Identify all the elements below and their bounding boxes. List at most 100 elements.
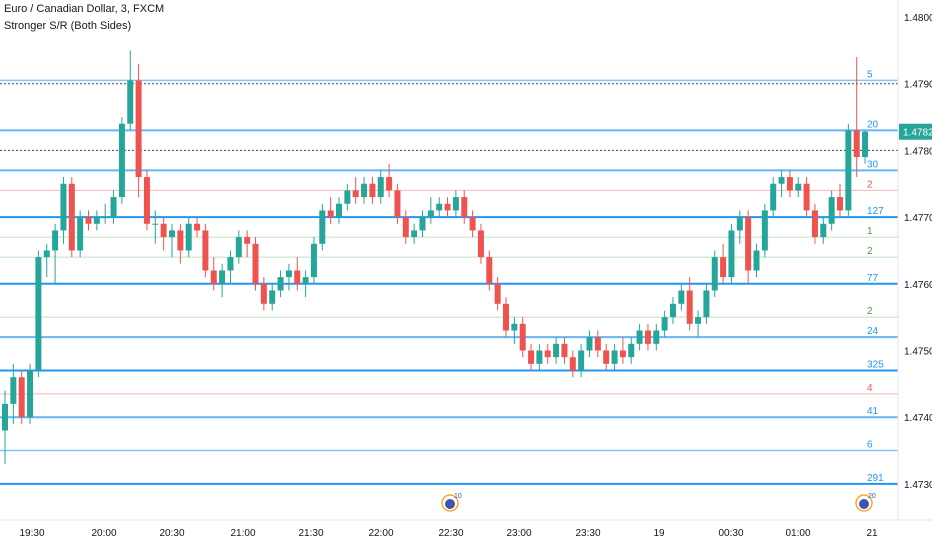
price-scale-label: 1.47900 xyxy=(904,80,932,91)
price-scale-label: 1.48000 xyxy=(904,13,932,24)
candle-down xyxy=(786,177,793,191)
sr-level-count: 20 xyxy=(867,119,879,130)
time-axis-label: 21 xyxy=(866,528,878,539)
candle-down xyxy=(811,210,818,238)
time-axis-label: 19:30 xyxy=(19,528,44,539)
candle-down xyxy=(444,203,451,211)
price-scale-label: 1.47800 xyxy=(904,146,932,157)
candle-down xyxy=(160,223,167,238)
candle-up xyxy=(636,330,643,344)
time-axis-label: 20:30 xyxy=(159,528,184,539)
candle-down xyxy=(569,357,576,371)
candle-up xyxy=(778,177,785,184)
candle-down xyxy=(528,350,535,364)
candle-up xyxy=(736,217,743,231)
candle-up xyxy=(361,183,368,198)
candle-down xyxy=(745,217,752,271)
candle-up xyxy=(235,237,242,258)
time-axis-label: 21:00 xyxy=(230,528,255,539)
candle-up xyxy=(27,370,34,418)
candle-down xyxy=(386,177,393,191)
candle-up xyxy=(436,203,443,211)
candle-up xyxy=(319,210,326,244)
candle-down xyxy=(544,350,551,358)
sr-level-count: 2 xyxy=(867,306,873,317)
event-marker-label: 20 xyxy=(868,493,876,500)
sr-level-count: 291 xyxy=(867,473,884,484)
candle-up xyxy=(35,257,42,371)
candle-up xyxy=(820,223,827,238)
candle-up xyxy=(310,243,317,278)
sr-level-count: 1 xyxy=(867,226,873,237)
price-scale-label: 1.47700 xyxy=(904,213,932,224)
sr-level-count: 325 xyxy=(867,360,884,371)
candle-down xyxy=(503,303,509,331)
news-event-icon[interactable]: 20 xyxy=(855,493,876,512)
time-axis-label: 01:00 xyxy=(785,528,810,539)
candle-down xyxy=(803,183,810,211)
candle-up xyxy=(795,183,802,191)
sr-level-count: 41 xyxy=(867,406,879,417)
event-marker-flag xyxy=(445,499,455,509)
time-axis-label: 00:30 xyxy=(718,528,743,539)
candle-down xyxy=(644,330,651,344)
event-marker-label: 10 xyxy=(454,493,462,500)
candle-up xyxy=(678,290,685,304)
sr-level-count: 127 xyxy=(867,206,884,217)
sr-level-count: 5 xyxy=(867,69,873,80)
candle-up xyxy=(118,123,125,198)
candle-up xyxy=(653,330,660,344)
candle-up xyxy=(753,250,760,271)
indicator-label[interactable]: Stronger S/R (Both Sides) xyxy=(4,20,132,32)
candle-up xyxy=(661,317,668,331)
time-axis-label: 21:30 xyxy=(298,528,323,539)
candle-up xyxy=(185,223,192,251)
candle-up xyxy=(110,197,117,218)
candle-down xyxy=(294,270,301,284)
candle-up xyxy=(52,230,59,251)
candle-down xyxy=(194,223,201,231)
candle-up xyxy=(336,203,342,218)
candle-down xyxy=(18,377,25,418)
candle-up xyxy=(169,230,175,238)
candle-up xyxy=(703,290,710,318)
candle-up xyxy=(10,377,17,404)
event-marker-flag xyxy=(859,499,869,509)
candle-up xyxy=(761,210,768,251)
candle-down xyxy=(837,197,843,211)
candle-down xyxy=(486,257,493,284)
candle-up xyxy=(227,257,234,271)
candle-up xyxy=(828,197,835,224)
sr-level-count: 2 xyxy=(867,179,873,190)
candle-up xyxy=(711,257,718,291)
time-axis-label: 23:30 xyxy=(575,528,600,539)
candle-down xyxy=(135,80,142,178)
candle-up xyxy=(77,217,84,251)
candle-up xyxy=(586,337,593,351)
candle-up xyxy=(578,350,585,371)
candle-up xyxy=(344,190,351,204)
candle-up xyxy=(277,277,284,291)
candle-down xyxy=(603,350,610,364)
candle-down xyxy=(68,183,75,251)
news-event-icon[interactable]: 10 xyxy=(441,493,462,512)
candle-up xyxy=(152,223,159,225)
candle-down xyxy=(561,343,568,358)
price-scale-label: 1.47500 xyxy=(904,347,932,358)
current-price-label: 1.47828 xyxy=(903,128,932,139)
candle-down xyxy=(619,350,626,358)
candle-down xyxy=(244,237,251,244)
candle-down xyxy=(369,183,376,198)
candle-up xyxy=(43,250,50,258)
candle-up xyxy=(2,403,8,431)
candle-up xyxy=(611,350,618,364)
candle-down xyxy=(85,217,92,224)
candle-down xyxy=(594,337,601,351)
sr-level-count: 77 xyxy=(867,273,879,284)
current-price-tag xyxy=(899,123,932,140)
candle-up xyxy=(285,270,292,278)
candle-down xyxy=(461,197,468,218)
candle-down xyxy=(352,190,359,198)
